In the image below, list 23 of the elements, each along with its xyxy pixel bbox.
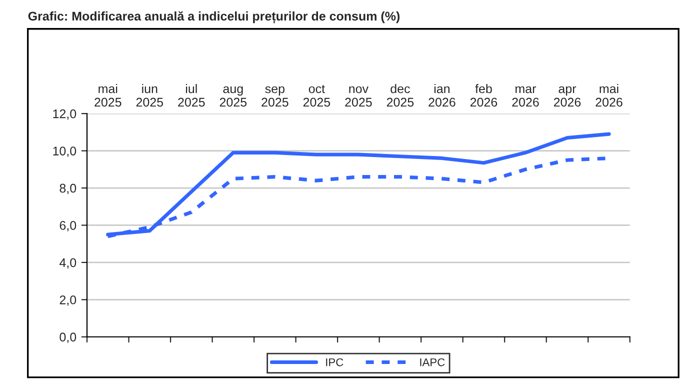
y-tick-label: 10,0 [53,146,76,157]
y-tick-label: 2,0 [60,295,76,306]
x-tick-label: oct 2025 [303,84,330,107]
x-tick-label: iun 2025 [136,84,164,107]
x-tick-label: dec 2025 [386,84,414,107]
legend-label: IPC [326,358,344,366]
x-tick-label: sep 2025 [262,86,288,107]
x-tick-label: iul 2025 [178,84,205,107]
y-tick-label: 0,0 [60,332,76,344]
x-tick-label: mai 2026 [596,84,622,107]
x-tick-label: aug 2025 [220,86,247,107]
y-tick-label: 12,0 [53,109,76,120]
x-tick-label: apr 2026 [554,86,581,107]
x-tick-label: mai 2025 [94,84,122,107]
y-tick-label: 4,0 [59,258,76,269]
chart-title: Grafic: Modificarea anuală a indicelui prețurilor de consum (%) [28,11,400,24]
x-tick-label: feb 2026 [470,84,498,107]
x-tick-label: mar 2026 [512,86,539,107]
legend-label: IAPC [420,358,445,366]
x-tick-label: nov 2025 [345,86,372,107]
y-tick-label: 8,0 [60,184,76,194]
y-tick-label: 6,0 [60,221,76,232]
x-tick-label: ian 2026 [428,84,456,107]
